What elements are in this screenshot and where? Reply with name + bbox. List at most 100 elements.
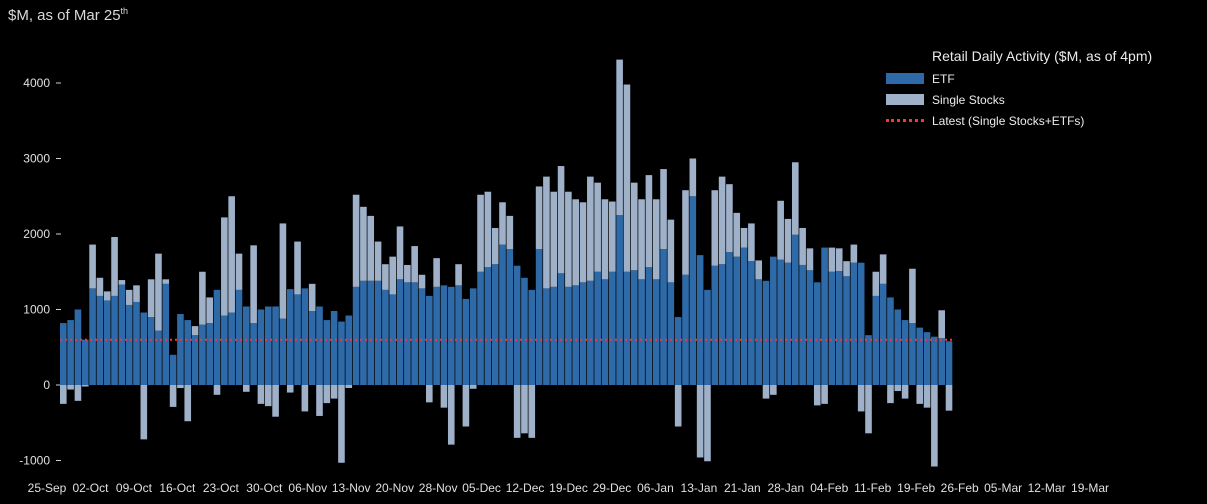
bar-single-stocks [426,385,433,403]
bar-single-stocks [411,246,418,283]
bar-single-stocks [74,385,82,401]
bar-etf [338,321,345,385]
bar-etf [491,264,499,385]
legend-label-etf: ETF [932,71,955,86]
bar-single-stocks [660,169,667,250]
bar-etf [579,282,587,385]
bar-etf [118,284,126,385]
bar-etf [594,271,601,385]
bar-etf [433,286,440,385]
bar-single-stocks [374,241,382,281]
x-tick-label: 26-Feb [941,481,979,495]
bar-etf [857,262,865,385]
bar-single-stocks [535,186,543,250]
legend: Retail Daily Activity ($M, as of 4pm) ET… [886,48,1152,131]
bar-single-stocks [228,196,235,313]
bar-single-stocks [828,247,836,272]
x-tick-label: 16-Oct [159,481,196,495]
bar-etf [499,244,506,385]
bar-etf [565,286,572,385]
x-tick-label: 30-Oct [246,481,283,495]
bar-etf [821,247,828,385]
bar-single-stocks [111,237,118,296]
bar-etf [345,315,353,385]
bar-etf [609,271,616,385]
x-tick-label: 05-Dec [462,481,501,495]
bar-single-stocks [835,248,843,271]
bar-single-stocks [235,253,243,290]
bar-etf [352,286,360,385]
bar-etf [528,289,536,385]
x-tick-label: 19-Feb [897,481,935,495]
bar-etf [777,259,784,385]
bar-etf [147,317,155,385]
bar-etf [177,314,184,385]
bar-etf [235,289,243,385]
bar-single-stocks [674,385,682,427]
legend-item-single-stocks: Single Stocks [886,89,1152,110]
bar-etf [228,312,235,385]
bar-single-stocks [323,385,331,404]
bar-etf [652,279,660,385]
bar-single-stocks [718,176,726,265]
bar-single-stocks [140,385,148,440]
bar-single-stocks [623,84,631,272]
bar-etf [938,338,945,385]
bar-single-stocks [806,248,814,271]
bar-single-stocks [199,271,206,325]
bar-single-stocks [528,385,536,438]
bar-etf [513,265,521,385]
x-tick-label: 19-Mar [1071,481,1109,495]
bar-single-stocks [587,176,594,281]
bar-etf [389,294,396,385]
bar-etf [67,320,74,385]
bar-single-stocks [396,226,404,280]
bar-etf [806,270,814,385]
legend-item-latest: Latest (Single Stocks+ETFs) [886,110,1152,131]
bar-single-stocks [513,385,521,438]
bar-etf [696,255,704,385]
bar-single-stocks [301,385,309,412]
bar-etf [477,271,484,385]
bar-etf [784,262,792,385]
bar-single-stocks [850,244,858,263]
bar-single-stocks [462,385,470,427]
bar-single-stocks [125,289,133,305]
bar-etf [440,285,448,385]
bar-single-stocks [813,385,821,406]
bar-etf [81,339,89,385]
bar-single-stocks [792,162,799,235]
bar-single-stocks [557,166,565,274]
bar-single-stocks [601,199,609,280]
bar-etf [755,279,762,385]
bar-etf [411,282,418,385]
bar-single-stocks [704,385,711,462]
bar-etf [733,256,741,385]
bar-etf [813,282,821,385]
x-tick-label: 06-Nov [288,481,327,495]
bar-single-stocks [308,283,316,312]
y-tick-label: 2000 [23,227,50,241]
bar-etf [169,354,177,385]
x-tick-label: 12-Dec [506,481,545,495]
x-tick-label: 23-Oct [203,481,240,495]
bar-single-stocks [279,223,287,319]
x-tick-label: 28-Jan [767,481,804,495]
bar-etf [294,294,301,385]
bar-single-stocks [433,258,440,287]
legend-item-etf: ETF [886,68,1152,89]
bar-single-stocks [506,215,514,250]
bar-etf [74,309,82,385]
bar-etf [630,270,638,385]
bar-etf [455,285,462,385]
bar-etf [184,320,192,385]
legend-title: Retail Daily Activity ($M, as of 4pm) [932,48,1153,64]
bar-single-stocks [843,261,850,277]
bar-etf [916,327,924,385]
bar-etf [418,288,426,385]
bar-etf [301,288,309,385]
bar-single-stocks [748,223,755,262]
bar-etf [792,234,799,385]
x-tick-label: 04-Feb [810,481,848,495]
